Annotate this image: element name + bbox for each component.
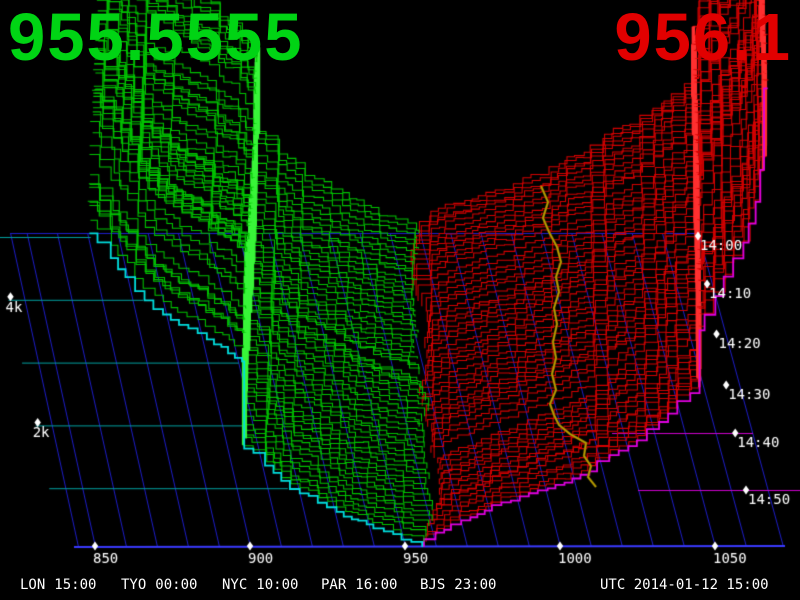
clock-bjs: BJS 23:00 xyxy=(420,577,496,593)
clock-time: 10:00 xyxy=(256,577,299,593)
clock-city: TYO xyxy=(121,577,147,593)
clock-tyo: TYO 00:00 xyxy=(121,577,197,593)
best-ask-price: 956.1 xyxy=(614,0,792,75)
clock-city: PAR xyxy=(321,577,347,593)
clock-time: 00:00 xyxy=(155,577,198,593)
clock-lon: LON 15:00 xyxy=(20,577,96,593)
clock-city: BJS xyxy=(420,577,446,593)
best-bid-price: 955.5555 xyxy=(8,0,304,75)
clock-city: NYC xyxy=(222,577,248,593)
clock-time: 15:00 xyxy=(54,577,97,593)
clock-nyc: NYC 10:00 xyxy=(222,577,298,593)
clock-time: 23:00 xyxy=(454,577,497,593)
utc-datetime: UTC 2014-01-12 15:00 xyxy=(600,577,769,593)
clock-city: LON xyxy=(20,577,46,593)
depth-chart-canvas[interactable] xyxy=(0,0,800,570)
clock-time: 16:00 xyxy=(355,577,398,593)
clock-par: PAR 16:00 xyxy=(321,577,397,593)
status-bar: LON 15:00 TYO 00:00 NYC 10:00 PAR 16:00 BJS 2… xyxy=(0,570,800,600)
